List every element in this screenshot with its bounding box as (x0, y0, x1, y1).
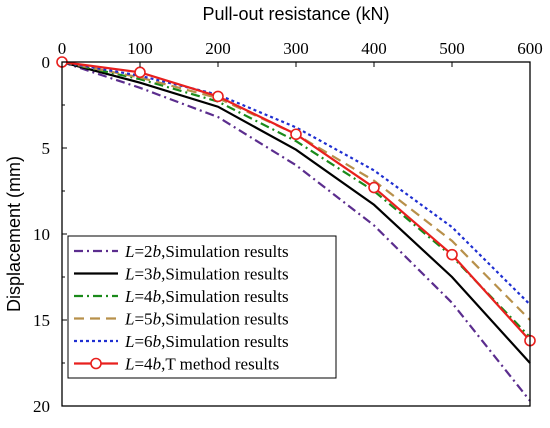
y-tick-label: 20 (33, 397, 50, 416)
y-tick-label: 15 (33, 311, 50, 330)
plot-area: 0 100 200 300 400 500 600 0 5 10 15 20 (33, 39, 543, 416)
x-tick-label: 300 (283, 39, 309, 58)
legend-label: L=4b,T method results (124, 355, 279, 374)
tick-layer: 0 100 200 300 400 500 600 0 5 10 15 20 (33, 39, 543, 416)
series-line (61, 60, 531, 402)
legend-box (67, 235, 337, 379)
x-tick-label: 100 (127, 39, 153, 58)
legend-label: L=5b,Simulation results (124, 310, 289, 329)
legend-label: L=2b,Simulation results (124, 242, 289, 261)
x-tick-label: 500 (439, 39, 465, 58)
legend: L=2b,Simulation results L=3b,Simulation r… (67, 235, 337, 379)
series-layer (56, 56, 536, 402)
y-tick-label: 0 (42, 53, 51, 72)
y-axis-title: Displacement (mm) (4, 156, 24, 312)
legend-label: L=3b,Simulation results (124, 265, 289, 284)
y-tick-label: 5 (42, 139, 51, 158)
y-tick-label: 10 (33, 225, 50, 244)
series-line (61, 60, 531, 364)
x-tick-label: 600 (517, 39, 543, 58)
x-tick-label: 200 (205, 39, 231, 58)
series-point (290, 128, 302, 141)
legend-label: L=4b,Simulation results (124, 287, 289, 306)
series-point (212, 90, 224, 103)
series-point (446, 248, 458, 261)
legend-marker (90, 357, 102, 370)
series-point (134, 66, 146, 79)
x-axis-title: Pull-out resistance (kN) (202, 4, 389, 24)
x-tick-label: 0 (58, 39, 67, 58)
series-point (368, 181, 380, 194)
legend-label: L=6b,Simulation results (124, 332, 289, 351)
x-tick-label: 400 (361, 39, 387, 58)
